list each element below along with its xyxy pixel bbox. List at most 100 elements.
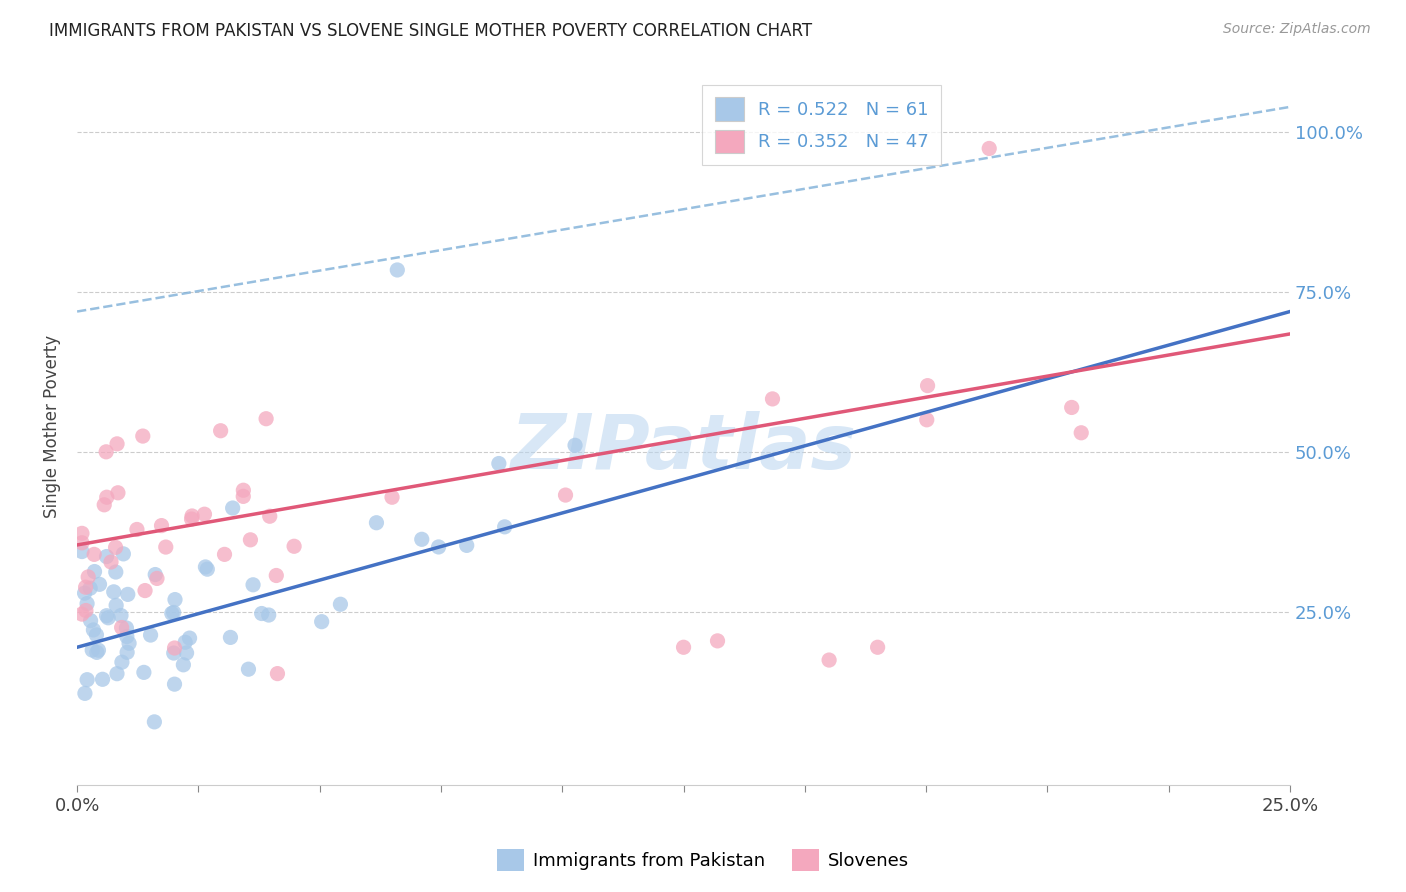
Point [107,485,129,500]
Point [160,607,183,621]
Point [174,635,197,649]
Point [163,606,186,620]
Point [82,623,104,637]
Point [73,686,96,700]
Point [105,666,128,681]
Point [70,526,93,541]
Point [82,643,104,657]
Point [155,540,177,554]
Point [254,411,277,425]
Point [411,533,433,547]
Point [146,571,169,585]
Point [89,577,111,591]
Point [329,597,352,611]
Point [387,263,409,277]
Point [1070,425,1092,440]
Point [381,490,404,504]
Point [915,413,938,427]
Point [172,657,194,672]
Point [979,141,1001,155]
Point [100,555,122,569]
Text: Source: ZipAtlas.com: Source: ZipAtlas.com [1223,22,1371,37]
Point [917,378,939,392]
Point [179,631,201,645]
Point [134,583,156,598]
Point [214,548,236,562]
Point [259,509,281,524]
Point [75,580,97,594]
Point [242,578,264,592]
Point [96,445,118,459]
Point [219,631,242,645]
Point [70,607,93,621]
Point [194,560,217,574]
Point [818,653,841,667]
Point [77,570,100,584]
Point [266,666,288,681]
Point [105,599,128,613]
Point [163,592,186,607]
Point [70,544,93,558]
Point [105,437,128,451]
Point [132,665,155,680]
Text: ZIPatlas: ZIPatlas [510,411,856,485]
Point [427,540,450,554]
Point [115,630,138,644]
Point [1060,401,1083,415]
Legend: Immigrants from Pakistan, Slovenes: Immigrants from Pakistan, Slovenes [489,842,917,879]
Point [761,392,783,406]
Point [209,424,232,438]
Point [176,646,198,660]
Point [232,489,254,503]
Point [104,541,127,555]
Point [143,714,166,729]
Point [115,645,138,659]
Point [257,607,280,622]
Text: IMMIGRANTS FROM PAKISTAN VS SLOVENE SINGLE MOTHER POVERTY CORRELATION CHART: IMMIGRANTS FROM PAKISTAN VS SLOVENE SING… [49,22,813,40]
Point [86,645,108,659]
Point [117,587,139,601]
Point [79,614,101,628]
Point [163,677,186,691]
Point [125,523,148,537]
Point [83,547,105,561]
Point [111,655,134,669]
Point [163,646,186,660]
Point [150,518,173,533]
Point [488,457,510,471]
Point [96,608,118,623]
Point [104,565,127,579]
Point [76,597,98,611]
Point [239,533,262,547]
Point [79,581,101,595]
Point [311,615,333,629]
Point [96,549,118,564]
Point [221,501,243,516]
Point [93,498,115,512]
Point [193,507,215,521]
Point [75,603,97,617]
Point [238,662,260,676]
Point [366,516,388,530]
Point [143,567,166,582]
Point [283,539,305,553]
Point [706,633,728,648]
Point [76,673,98,687]
Point [132,429,155,443]
Point [180,512,202,526]
Point [554,488,576,502]
Point [87,643,110,657]
Point [110,608,132,623]
Point [115,621,138,635]
Point [250,607,273,621]
Point [96,490,118,504]
Point [111,620,134,634]
Point [494,520,516,534]
Legend: R = 0.522   N = 61, R = 0.352   N = 47: R = 0.522 N = 61, R = 0.352 N = 47 [702,85,942,165]
Point [181,508,204,523]
Point [672,640,695,655]
Point [73,586,96,600]
Point [97,611,120,625]
Point [195,562,218,576]
Point [866,640,889,655]
